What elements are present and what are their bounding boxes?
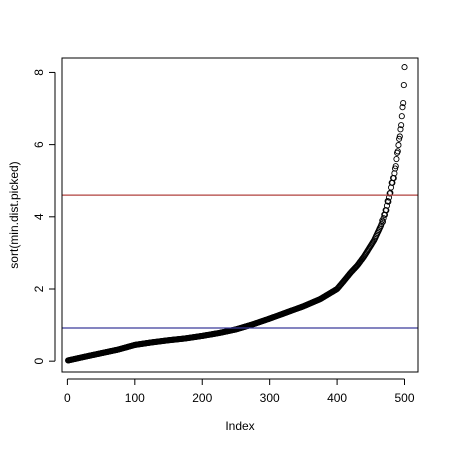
data-point [392,163,399,170]
data-point [396,135,403,142]
x-tick-label: 0 [64,391,71,405]
x-tick-label: 300 [260,391,280,405]
data-point [398,122,405,129]
y-axis-label: sort(min.dist.picked) [7,161,21,268]
y-tick-label: 4 [32,213,46,220]
data-point [397,126,404,133]
data-point [393,156,400,163]
x-tick-label: 400 [327,391,347,405]
data-point [395,142,402,149]
plot-frame [61,57,419,373]
x-axis: 0 100 200 300 400 500 [64,378,415,405]
data-point [394,148,401,155]
y-axis: 0 2 4 6 8 [32,69,56,365]
data-point [401,64,408,71]
data-point [386,190,393,197]
data-point [400,82,407,89]
data-point [385,198,392,205]
data-point [383,207,390,214]
x-axis-label: Index [225,419,254,433]
reference-lines-layer [62,194,418,329]
x-tick-label: 200 [192,391,212,405]
y-tick-label: 2 [32,285,46,292]
data-point [380,215,387,222]
points-layer [65,64,408,364]
x-tick-label: 100 [125,391,145,405]
data-point [399,104,406,111]
data-point [392,165,399,172]
y-tick-label: 8 [32,69,46,76]
y-tick-label: 0 [32,358,46,365]
data-point [396,133,403,140]
data-point [384,198,391,205]
data-point [383,202,391,209]
x-tick-label: 500 [394,391,414,405]
y-tick-label: 6 [32,141,46,148]
data-point [400,99,407,107]
data-point [379,218,386,225]
data-point [398,113,405,120]
